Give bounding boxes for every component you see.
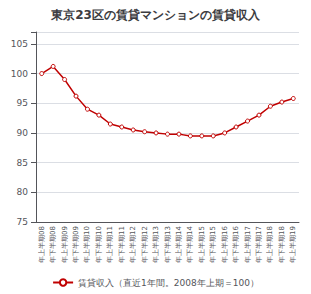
svg-text:105: 105 [11, 39, 28, 49]
svg-text:年上半期09: 年上半期09 [61, 226, 69, 263]
svg-text:年下半期11: 年下半期11 [118, 226, 126, 263]
svg-text:東京23区の賃貸マンションの賃貸収入: 東京23区の賃貸マンションの賃貸収入 [50, 8, 261, 22]
svg-text:年上半期18: 年上半期18 [266, 226, 274, 263]
svg-text:年上半期16: 年上半期16 [221, 225, 229, 262]
svg-text:年上半期17: 年上半期17 [244, 226, 252, 263]
svg-text:年上半期14: 年上半期14 [175, 225, 183, 262]
svg-text:75: 75 [17, 217, 28, 227]
svg-text:95: 95 [17, 98, 28, 108]
svg-text:年上半期11: 年上半期11 [106, 226, 114, 263]
svg-text:年下半期17: 年下半期17 [255, 226, 263, 263]
svg-text:年上半期08: 年上半期08 [38, 226, 46, 263]
svg-text:年下半期08: 年下半期08 [49, 226, 57, 263]
svg-text:年下半期13: 年下半期13 [164, 226, 172, 263]
svg-text:年上半期12: 年上半期12 [129, 226, 137, 263]
svg-text:100: 100 [11, 69, 28, 79]
svg-text:年下半期16: 年下半期16 [232, 225, 240, 262]
svg-text:年下半期09: 年下半期09 [72, 226, 80, 263]
svg-text:年上半期13: 年上半期13 [152, 226, 160, 263]
svg-text:年下半期15: 年下半期15 [209, 226, 217, 263]
svg-text:年上半期15: 年上半期15 [198, 226, 206, 263]
svg-text:年上半期19: 年上半期19 [289, 226, 297, 263]
svg-text:年下半期18: 年下半期18 [278, 226, 286, 263]
svg-text:賃貸収入（直近1年間。2008年上期＝100）: 賃貸収入（直近1年間。2008年上期＝100） [78, 278, 259, 288]
svg-text:85: 85 [17, 158, 28, 168]
svg-text:年下半期14: 年下半期14 [186, 225, 194, 262]
svg-text:80: 80 [17, 187, 29, 197]
svg-text:90: 90 [17, 128, 29, 138]
svg-text:年上半期10: 年上半期10 [83, 226, 91, 263]
svg-text:年下半期12: 年下半期12 [141, 226, 149, 263]
svg-text:年下半期10: 年下半期10 [95, 226, 103, 263]
